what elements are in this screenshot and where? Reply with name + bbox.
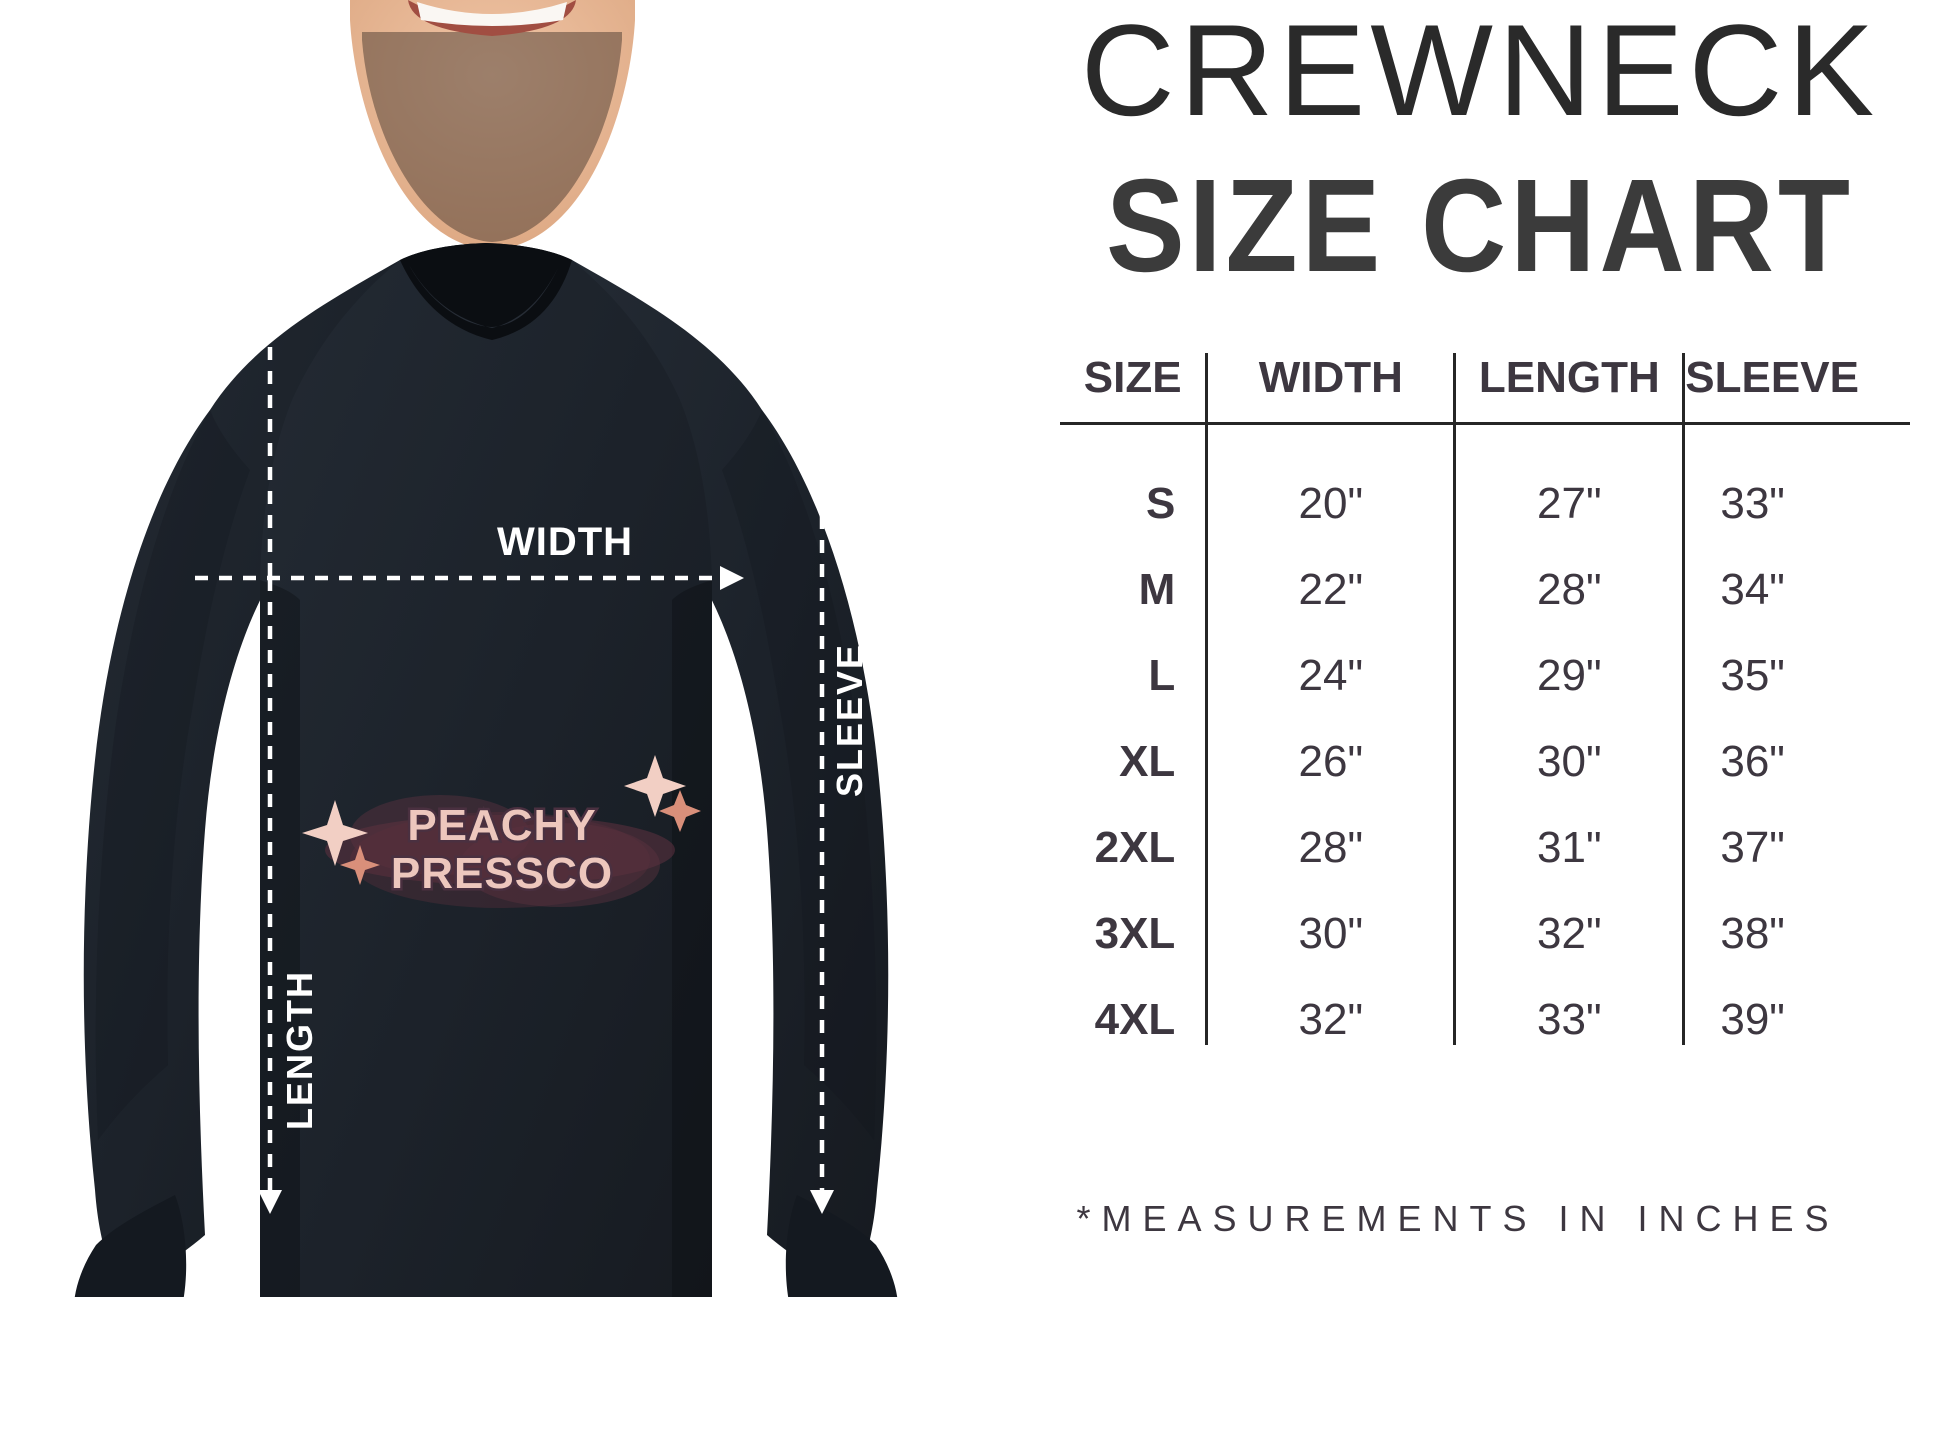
svg-text:PRESSCO: PRESSCO bbox=[391, 849, 613, 898]
svg-text:WIDTH: WIDTH bbox=[497, 520, 633, 564]
svg-text:PEACHY: PEACHY bbox=[407, 801, 596, 850]
svg-text:SLEEVE: SLEEVE bbox=[829, 643, 870, 797]
svg-text:LENGTH: LENGTH bbox=[279, 970, 320, 1130]
